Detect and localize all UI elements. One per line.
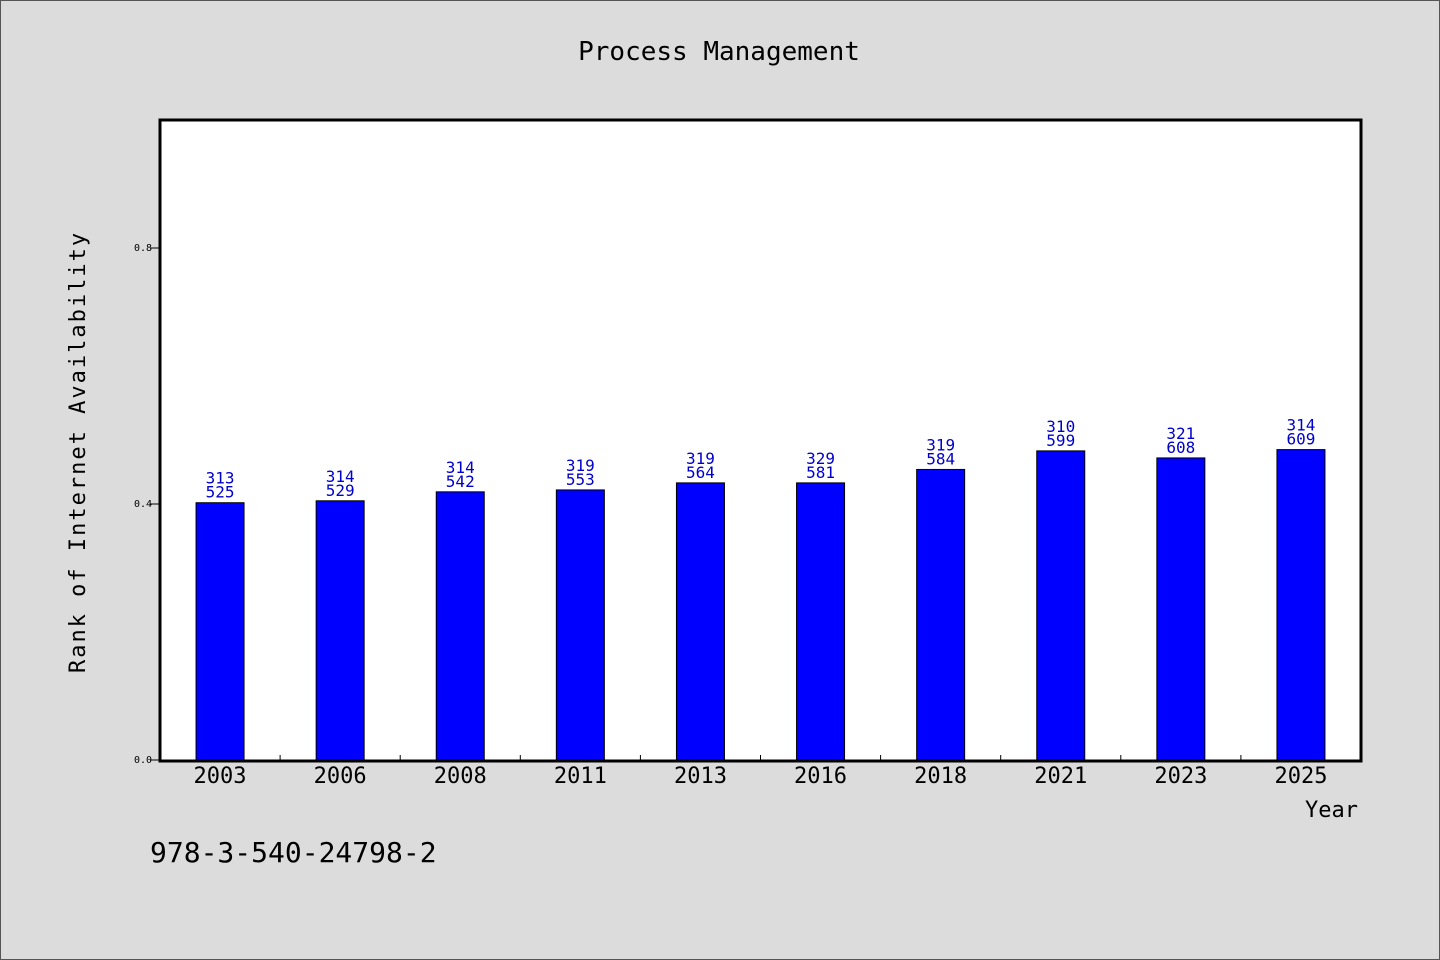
bar-2013	[675, 482, 725, 761]
y-tick-label-0.8: 0.8	[134, 243, 152, 254]
data-label-top-2006: 314	[326, 467, 355, 486]
x-tick-label-2003: 2003	[194, 764, 247, 789]
isbn-text: 978-3-540-24798-2	[150, 836, 437, 869]
chart-title: Process Management	[578, 37, 860, 67]
data-label-bottom-2025: 609	[1286, 430, 1315, 449]
data-label-bottom-2008: 542	[446, 472, 475, 491]
bar-2008	[435, 491, 485, 761]
y-axis-ticks: 0.0 0.4 0.8	[134, 243, 160, 766]
data-label-top-2003: 313	[206, 469, 235, 488]
data-label-bottom-2018: 584	[926, 449, 955, 468]
bar-2006	[315, 500, 365, 761]
data-label-bottom-2003: 525	[206, 483, 235, 502]
bar-2003	[195, 502, 245, 761]
bar-2025	[1276, 449, 1326, 761]
data-label-top-2025: 314	[1286, 416, 1315, 435]
x-tick-label-2025: 2025	[1274, 764, 1327, 789]
bar-2021	[1036, 450, 1086, 761]
x-tick-label-2023: 2023	[1154, 764, 1207, 789]
bars-group: 3135253145293145423195533195643295813195…	[195, 416, 1326, 761]
x-axis-label: Year	[1305, 798, 1358, 823]
data-label-top-2016: 329	[806, 449, 835, 468]
data-label-bottom-2016: 581	[806, 463, 835, 482]
bar-2018	[916, 468, 966, 761]
y-tick-label-0.0: 0.0	[134, 755, 152, 766]
data-label-top-2008: 314	[446, 458, 475, 477]
bar-2023	[1156, 457, 1206, 761]
x-tick-marks: 2003 2006 2008 2011 2013 2016 2018 2021 2023 2025	[194, 755, 1327, 789]
data-label-bottom-2021: 599	[1046, 431, 1075, 450]
x-tick-label-2018: 2018	[914, 764, 967, 789]
data-label-top-2021: 310	[1046, 417, 1075, 436]
x-tick-label-2006: 2006	[314, 764, 367, 789]
data-label-top-2023: 321	[1166, 424, 1195, 443]
y-axis-label: Rank of Internet Availability	[66, 231, 91, 673]
data-label-top-2018: 319	[926, 435, 955, 454]
data-label-bottom-2023: 608	[1166, 438, 1195, 457]
x-tick-label-2011: 2011	[554, 764, 607, 789]
data-label-top-2011: 319	[566, 456, 595, 475]
data-label-bottom-2011: 553	[566, 470, 595, 489]
data-label-bottom-2006: 529	[326, 481, 355, 500]
data-label-top-2013: 319	[686, 449, 715, 468]
x-tick-label-2013: 2013	[674, 764, 727, 789]
x-tick-label-2016: 2016	[794, 764, 847, 789]
x-tick-label-2021: 2021	[1034, 764, 1087, 789]
bar-2011	[555, 489, 605, 761]
bar-2016	[796, 482, 846, 761]
x-tick-label-2008: 2008	[434, 764, 487, 789]
data-label-bottom-2013: 564	[686, 463, 715, 482]
y-tick-label-0.4: 0.4	[134, 499, 152, 510]
